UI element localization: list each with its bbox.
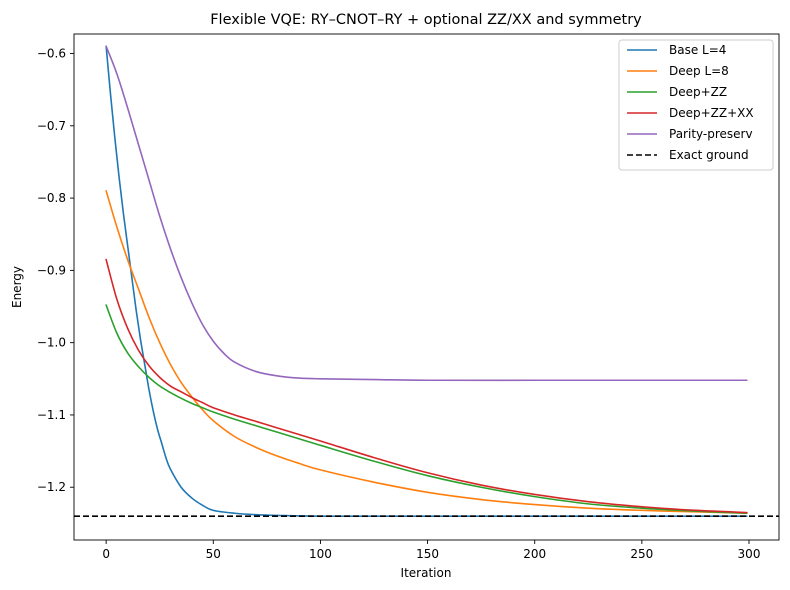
chart-title: Flexible VQE: RY–CNOT–RY + optional ZZ/X… <box>210 12 642 28</box>
plot-frame <box>73 33 780 541</box>
y-axis-label: Energy <box>10 266 24 308</box>
x-axis-ticks: 0 50 100 150 200 250 300 <box>102 540 760 561</box>
legend-label: Deep+ZZ <box>669 85 727 99</box>
legend-label: Deep L=8 <box>669 64 729 78</box>
x-tick-label: 50 <box>206 547 221 561</box>
x-tick-label: 250 <box>630 547 653 561</box>
legend-label: Parity-preserv <box>669 127 753 141</box>
series-line-deep-zz <box>105 304 748 515</box>
x-tick-label: 150 <box>416 547 439 561</box>
legend-label: Base L=4 <box>669 43 726 57</box>
y-tick-label: −0.9 <box>37 263 66 277</box>
legend-label: Deep+ZZ+XX <box>669 106 754 120</box>
series-line-deep-zz-xx <box>105 258 748 514</box>
series-line-deep-l-8 <box>105 190 748 515</box>
y-tick-label: −0.7 <box>37 119 66 133</box>
x-tick-label: 200 <box>523 547 546 561</box>
y-tick-label: −1.2 <box>37 480 66 494</box>
legend-box <box>618 39 774 171</box>
y-tick-label: −1.1 <box>37 408 66 422</box>
x-tick-label: 300 <box>738 547 761 561</box>
y-tick-label: −0.8 <box>37 191 66 205</box>
x-tick-label: 0 <box>102 547 110 561</box>
legend: Base L=4 Deep L=8 Deep+ZZ Deep+ZZ+XX Parity-… <box>618 39 774 171</box>
series-line-parity-preserv <box>105 45 748 382</box>
legend-label: Exact ground <box>669 148 749 162</box>
x-axis-label: Iteration <box>401 566 452 580</box>
x-tick-label: 100 <box>309 547 332 561</box>
y-axis-ticks: −0.6 −0.7 −0.8 −0.9 −1.0 −1.1 −1.2 <box>37 47 74 494</box>
y-tick-label: −1.0 <box>37 336 66 350</box>
y-tick-label: −0.6 <box>37 47 66 61</box>
